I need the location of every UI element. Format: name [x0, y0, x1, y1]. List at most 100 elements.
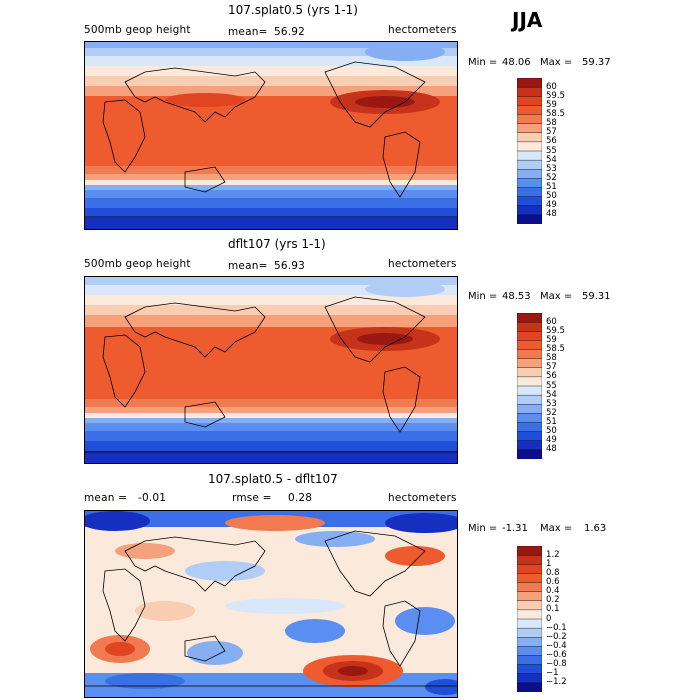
- colorbar-level-label: 54: [546, 389, 557, 400]
- panel1-units: hectometers: [388, 24, 457, 36]
- panel3-max-label: Max =: [540, 523, 573, 534]
- colorbar-level-label: −0.1: [546, 622, 567, 633]
- panel2-min-value: 48.53: [502, 291, 531, 302]
- colorbar-level-label: 0.2: [546, 595, 560, 606]
- panel3-mean-value: -0.01: [138, 492, 167, 504]
- colorbar-level-label: −0.2: [546, 631, 567, 642]
- panel3-min-value: -1.31: [502, 523, 528, 534]
- colorbar-swatch: [517, 105, 542, 116]
- colorbar-swatch: [517, 591, 542, 602]
- colorbar-level-label: 59: [546, 334, 557, 345]
- colorbar-level-label: 0.8: [546, 567, 560, 578]
- colorbar-swatch: [517, 554, 542, 565]
- panel2-mean-value: 56.93: [274, 260, 306, 272]
- colorbar-level-label: 0.6: [546, 577, 560, 587]
- colorbar-swatch: [517, 205, 542, 216]
- panel2-max-value: 59.31: [582, 291, 611, 302]
- colorbar-swatch: [517, 86, 542, 97]
- colorbar-level-label: 0.1: [546, 604, 560, 615]
- colorbar-swatch: [517, 627, 542, 638]
- colorbar-swatch: [517, 394, 542, 405]
- colorbar-swatch: [517, 214, 542, 224]
- colorbar-level-label: 58: [546, 118, 557, 129]
- colorbar-level-label: −0.4: [546, 640, 567, 651]
- colorbar-level-label: 52: [546, 172, 557, 183]
- colorbar-level-label: 1.2: [546, 549, 560, 560]
- colorbar-level-label: 50: [546, 426, 557, 437]
- colorbar-level-label: 48: [546, 444, 557, 455]
- panel2-variable: 500mb geop height: [84, 258, 191, 270]
- colorbar-swatch: [517, 159, 542, 170]
- colorbar-swatch: [517, 150, 542, 161]
- colorbar-level-label: 57: [546, 127, 557, 138]
- colorbar-swatch: [517, 385, 542, 396]
- colorbar-level-label: 51: [546, 417, 557, 427]
- colorbar-swatch: [517, 655, 542, 666]
- panel1-variable: 500mb geop height: [84, 24, 191, 36]
- colorbar-swatch: [517, 404, 542, 415]
- colorbar-swatch: [517, 358, 542, 369]
- panel2-units: hectometers: [388, 258, 457, 270]
- colorbar-swatch: [517, 664, 542, 675]
- colorbar-level-label: 60: [546, 81, 557, 92]
- colorbar-level-label: 49: [546, 435, 557, 446]
- panel1-mean-label: mean=: [228, 26, 268, 38]
- colorbar-swatch: [517, 422, 542, 433]
- colorbar-level-label: 1: [546, 558, 552, 569]
- colorbar-swatches: [517, 78, 542, 224]
- colorbar-level-label: −0.8: [546, 659, 567, 670]
- colorbar-level-label: −1.2: [546, 677, 567, 688]
- colorbar-swatch: [517, 141, 542, 152]
- colorbar-swatch: [517, 178, 542, 189]
- colorbar-level-label: 49: [546, 200, 557, 211]
- panel2-map: [84, 276, 458, 464]
- panel1-max-label: Max =: [540, 57, 573, 68]
- panel3-colorbar: 1.2 1 0.8 0.6 0.4 0.2 0.1 0 −0.1 −0.2 −0.4 −0.6 −0.8…: [517, 546, 567, 692]
- colorbar-swatch: [517, 349, 542, 360]
- colorbar-swatch: [517, 340, 542, 351]
- panel3-mean-label: mean =: [84, 492, 128, 504]
- colorbar-swatch: [517, 600, 542, 611]
- colorbar-swatch: [517, 673, 542, 684]
- panel3-min-label: Min =: [468, 523, 498, 534]
- season-label: JJA: [512, 8, 543, 32]
- colorbar-level-label: 55: [546, 380, 557, 391]
- colorbar-level-label: 0.4: [546, 586, 560, 597]
- colorbar-swatch: [517, 618, 542, 629]
- colorbar-level-label: 59: [546, 99, 557, 110]
- panel1-colorbar: 60 59.5 59 58.5 58 57 56 55 54 53 52 51 50 49 48: [517, 78, 565, 224]
- colorbar-swatch: [517, 413, 542, 424]
- colorbar-level-label: 53: [546, 398, 557, 409]
- colorbar-swatch: [517, 376, 542, 387]
- colorbar-level-label: −0.6: [546, 650, 567, 660]
- panel2-mean-label: mean=: [228, 260, 268, 272]
- panel1-map: [84, 41, 458, 230]
- colorbar-swatch: [517, 114, 542, 125]
- panel3-map: [84, 510, 458, 698]
- colorbar-swatch: [517, 637, 542, 648]
- panel3-title: 107.splat0.5 - dflt107: [208, 472, 338, 486]
- colorbar-swatch: [517, 609, 542, 620]
- colorbar-swatch: [517, 440, 542, 451]
- panel1-contour-field: [85, 42, 457, 229]
- colorbar-swatch: [517, 546, 542, 556]
- colorbar-swatches: [517, 546, 542, 692]
- panel2-title: dflt107 (yrs 1-1): [228, 237, 326, 251]
- colorbar-swatch: [517, 96, 542, 107]
- panel3-rmse-value: 0.28: [288, 492, 313, 504]
- panel1-mean-value: 56.92: [274, 26, 306, 38]
- colorbar-level-label: 53: [546, 163, 557, 174]
- colorbar-level-label: 59.5: [546, 325, 565, 336]
- colorbar-swatch: [517, 123, 542, 134]
- panel3-units: hectometers: [388, 492, 457, 504]
- colorbar-level-label: 50: [546, 191, 557, 202]
- panel1-min-label: Min =: [468, 57, 498, 68]
- colorbar-level-label: 55: [546, 145, 557, 156]
- colorbar-swatch: [517, 313, 542, 323]
- colorbar-swatch: [517, 187, 542, 198]
- colorbar-swatches: [517, 313, 542, 459]
- colorbar-level-label: 48: [546, 209, 557, 220]
- panel1-title: 107.splat0.5 (yrs 1-1): [228, 3, 358, 17]
- colorbar-level-label: 58.5: [546, 109, 565, 119]
- panel2-contour-field: [85, 277, 457, 463]
